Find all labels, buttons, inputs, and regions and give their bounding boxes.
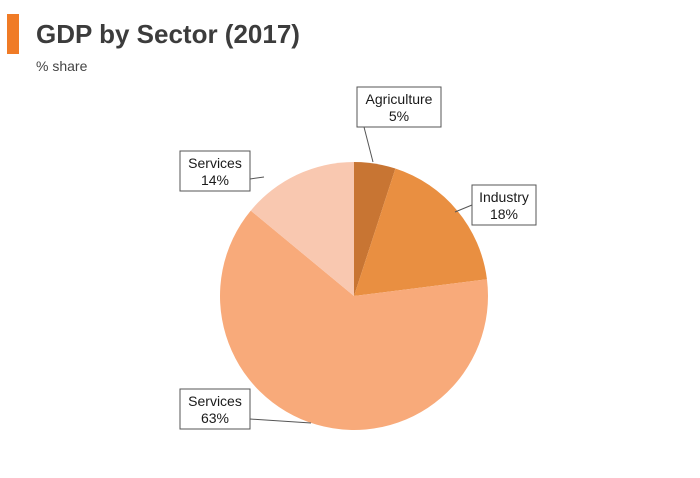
pie-slice-services-3 [250,162,354,296]
leader-line [249,418,312,424]
slice-label-name: Services [188,155,242,171]
slice-label-box [471,184,537,226]
slice-label-value: 5% [389,108,409,124]
pie-slice-industry-1 [354,168,487,296]
slice-label-value: 63% [201,410,229,426]
leader-line [249,176,265,180]
chart-title: GDP by Sector (2017) [36,19,300,49]
label-leader-lines [249,126,473,424]
slice-label-name: Services [188,393,242,409]
slice-labels: Agriculture5%Industry18%Services63%Servi… [179,86,537,430]
slice-label-name: Industry [479,189,529,205]
chart-subtitle: % share [36,58,88,74]
leader-line [363,126,374,163]
leader-line [454,204,473,213]
pie-slice-services-2 [219,210,488,431]
title-accent-bar [7,14,19,54]
slice-label-name: Agriculture [366,91,433,107]
slice-label-value: 14% [201,172,229,188]
slice-label-value: 18% [490,206,518,222]
pie-slice-agriculture-0 [354,162,396,296]
slice-label-box [179,388,251,430]
slice-label-box [179,150,251,192]
pie-slices [219,162,488,431]
slice-label-box [356,86,442,128]
